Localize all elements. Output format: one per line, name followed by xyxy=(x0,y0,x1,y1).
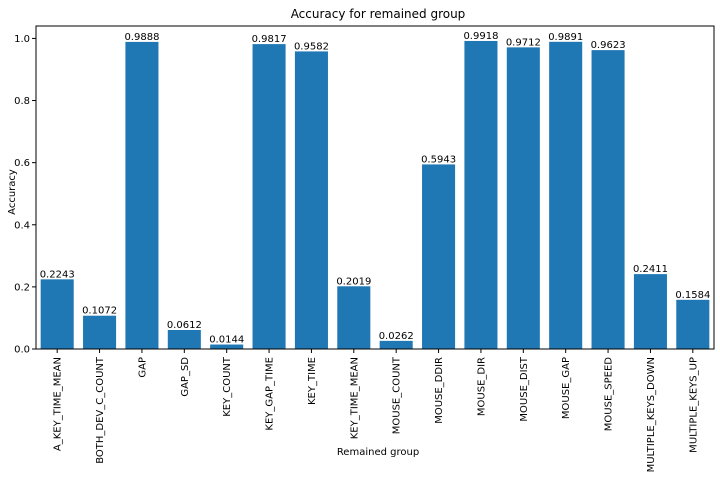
x-tick-label: A_KEY_TIME_MEAN xyxy=(53,357,64,451)
x-tick-label: MOUSE_COUNT xyxy=(392,356,403,434)
x-tick-label: MOUSE_DDIR xyxy=(434,357,445,424)
bar-a-key-time-mean xyxy=(40,279,74,349)
bar-mouse-dir xyxy=(464,40,498,349)
data-label: 0.1072 xyxy=(82,306,117,317)
y-tick-label: 0.8 xyxy=(14,96,30,107)
bar-gap-sd xyxy=(167,329,201,349)
bar-key-time-mean xyxy=(337,286,371,349)
chart-title: Accuracy for remained group xyxy=(291,7,466,21)
data-label: 0.9918 xyxy=(463,31,498,42)
bar-mouse-speed xyxy=(591,50,625,349)
bar-mouse-ddir xyxy=(422,164,456,349)
bar-both-dev-c-count xyxy=(83,315,117,349)
x-tick-label: GAP_SD xyxy=(180,357,191,397)
data-label: 0.9582 xyxy=(294,41,329,52)
data-label: 0.9891 xyxy=(548,32,583,43)
bar-key-gap-time xyxy=(252,44,286,350)
data-label: 0.5943 xyxy=(421,154,456,165)
data-label: 0.2243 xyxy=(40,269,75,280)
bar-mouse-count xyxy=(379,340,413,349)
y-tick-label: 0.2 xyxy=(14,282,30,293)
x-tick-label: MOUSE_DIR xyxy=(476,357,487,416)
plot-frame xyxy=(35,25,715,350)
data-label: 0.0262 xyxy=(379,331,414,342)
x-tick-label: BOTH_DEV_C_COUNT xyxy=(95,356,106,464)
y-tick-label: 0.0 xyxy=(14,345,30,356)
y-ticks-layer: 0.0 0.2 0.4 0.6 0.8 1.0 xyxy=(14,34,36,356)
data-label: 0.9817 xyxy=(252,34,287,45)
data-label: 0.9712 xyxy=(506,37,541,48)
x-tick-label: MOUSE_GAP xyxy=(561,357,572,419)
x-tick-label: KEY_GAP_TIME xyxy=(265,357,276,431)
data-label: 0.9888 xyxy=(124,32,159,43)
data-label: 0.1584 xyxy=(675,290,710,301)
bar-gap xyxy=(125,41,159,349)
y-tick-label: 0.4 xyxy=(14,220,30,231)
y-axis-title: Accuracy xyxy=(7,169,18,215)
bars-layer xyxy=(40,40,710,350)
bar-multiple-keys-up xyxy=(676,299,710,349)
bar-key-time xyxy=(294,51,328,350)
x-axis-title: Remained group xyxy=(337,447,419,458)
data-label: 0.0144 xyxy=(209,335,244,346)
x-ticks-layer: A_KEY_TIME_MEAN BOTH_DEV_C_COUNT GAP GAP_SD… xyxy=(53,349,699,472)
x-tick-label: MOUSE_DIST xyxy=(519,356,530,421)
bar-mouse-gap xyxy=(549,41,583,350)
data-label: 0.9623 xyxy=(591,40,626,51)
x-tick-label: MULTIPLE_KEYS_UP xyxy=(688,357,699,453)
bar-key-count xyxy=(210,344,244,349)
y-tick-label: 1.0 xyxy=(14,34,30,45)
bar-multiple-keys-down xyxy=(633,274,667,349)
data-label: 0.2411 xyxy=(633,264,668,275)
x-tick-label: MOUSE_SPEED xyxy=(604,357,615,431)
data-label: 0.2019 xyxy=(336,276,371,287)
data-labels-layer: 0.2243 0.1072 0.9888 0.0612 0.0144 0.9817 0.95… xyxy=(40,31,711,346)
y-tick-label: 0.6 xyxy=(14,158,30,169)
data-label: 0.0612 xyxy=(167,320,202,331)
x-tick-label: GAP xyxy=(137,357,148,378)
bar-mouse-dist xyxy=(506,47,540,350)
x-tick-label: KEY_COUNT xyxy=(222,356,233,417)
x-tick-label: MULTIPLE_KEYS_DOWN xyxy=(646,357,657,472)
x-tick-label: KEY_TIME xyxy=(307,357,318,405)
x-tick-label: KEY_TIME_MEAN xyxy=(349,357,360,439)
